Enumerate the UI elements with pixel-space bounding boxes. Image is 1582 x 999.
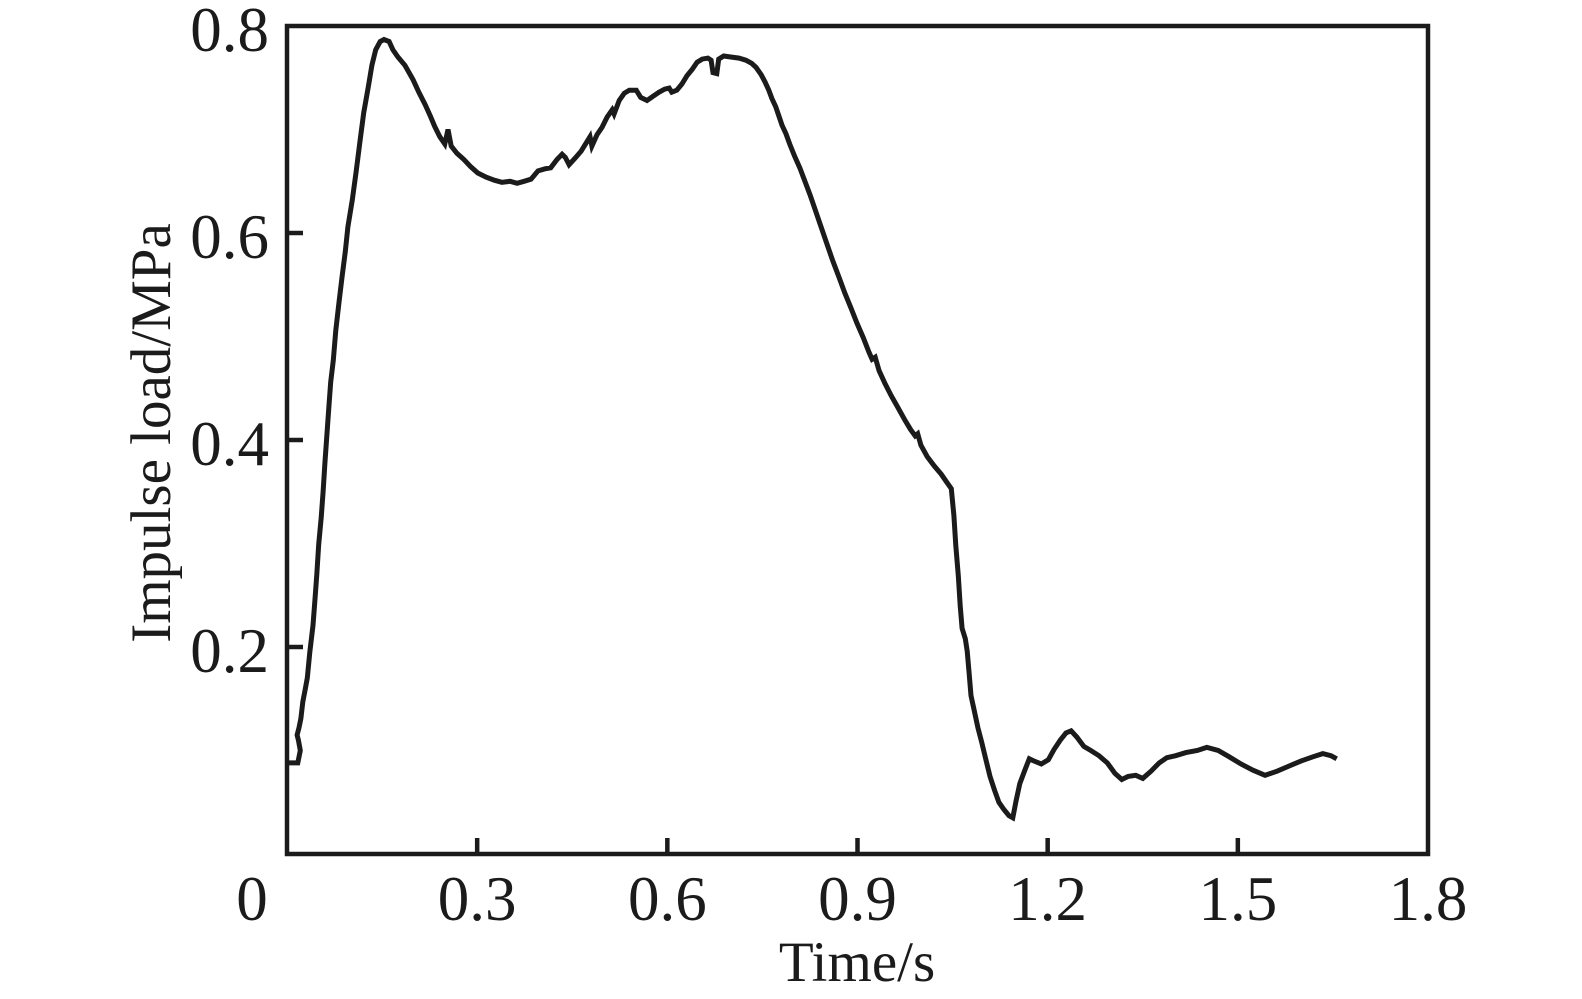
y-tick-label: 0.6	[190, 202, 269, 272]
x-tick-label: 1.5	[1198, 864, 1277, 934]
y-axis-tick-labels: 0.2 0.4 0.6 0.8	[190, 0, 269, 686]
x-axis-tick-labels: 0.3 0.6 0.9 1.2 1.5 1.8	[438, 864, 1468, 934]
x-tick-label: 0.6	[628, 864, 707, 934]
impulse-load-series-line	[288, 36, 1338, 822]
y-axis-tick-marks	[287, 230, 303, 650]
y-tick-label: 0.2	[190, 616, 269, 686]
origin-tick-label: 0	[236, 864, 268, 934]
y-tick-label: 0.4	[190, 409, 269, 479]
x-tick-label: 0.3	[438, 864, 517, 934]
x-tick-label: 1.8	[1389, 864, 1468, 934]
x-axis-title: Time/s	[779, 931, 935, 994]
y-axis-title: Impulse load/MPa	[120, 223, 183, 643]
y-tick-label: 0.8	[190, 0, 269, 65]
x-axis-tick-marks	[474, 838, 1241, 854]
x-tick-label: 1.2	[1008, 864, 1087, 934]
plot-frame	[284, 23, 1431, 857]
x-tick-label: 0.9	[818, 864, 897, 934]
